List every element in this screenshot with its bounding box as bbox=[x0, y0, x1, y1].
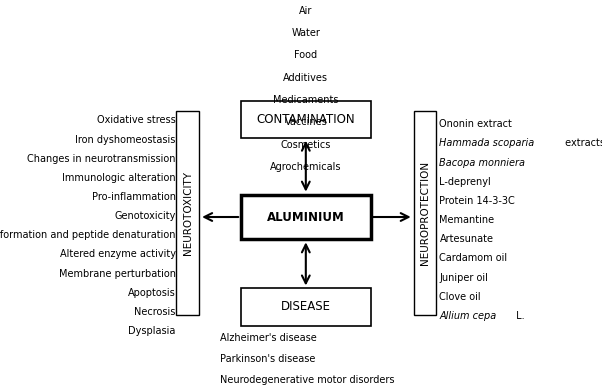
Text: Protein 14-3-3C: Protein 14-3-3C bbox=[439, 196, 515, 206]
Text: Food: Food bbox=[294, 50, 317, 61]
Text: Medicaments: Medicaments bbox=[273, 95, 338, 105]
Text: Necrosis: Necrosis bbox=[134, 307, 176, 317]
Text: Genotoxicity: Genotoxicity bbox=[114, 211, 176, 221]
Text: Immunologic alteration: Immunologic alteration bbox=[62, 173, 176, 183]
Text: Iron dyshomeostasis: Iron dyshomeostasis bbox=[75, 135, 176, 145]
Text: Ononin extract: Ononin extract bbox=[439, 119, 512, 129]
FancyBboxPatch shape bbox=[414, 111, 436, 315]
Text: Altered enzyme activity: Altered enzyme activity bbox=[60, 249, 176, 260]
Text: Artesunate: Artesunate bbox=[439, 234, 494, 244]
Text: L.: L. bbox=[514, 311, 525, 321]
Text: DISEASE: DISEASE bbox=[281, 300, 331, 314]
Text: NEUROPROTECTION: NEUROPROTECTION bbox=[420, 161, 430, 265]
Text: Pro-inflammation: Pro-inflammation bbox=[92, 192, 176, 202]
Text: Air: Air bbox=[299, 6, 312, 16]
Text: Clove oil: Clove oil bbox=[439, 292, 481, 302]
Text: Cardamom oil: Cardamom oil bbox=[439, 253, 507, 264]
Text: Water: Water bbox=[291, 28, 320, 38]
Text: Vaccines: Vaccines bbox=[284, 117, 327, 127]
Text: L-deprenyl: L-deprenyl bbox=[439, 177, 491, 187]
Text: Oxidative stress: Oxidative stress bbox=[97, 115, 176, 126]
FancyBboxPatch shape bbox=[241, 194, 371, 239]
Text: Allium cepa: Allium cepa bbox=[439, 311, 497, 321]
FancyBboxPatch shape bbox=[176, 111, 199, 315]
Text: Agrochemicals: Agrochemicals bbox=[270, 162, 341, 172]
Text: Transformation and peptide denaturation: Transformation and peptide denaturation bbox=[0, 230, 176, 240]
FancyBboxPatch shape bbox=[241, 100, 371, 138]
Text: Membrane perturbation: Membrane perturbation bbox=[59, 269, 176, 279]
Text: Changes in neurotransmission: Changes in neurotransmission bbox=[27, 154, 176, 164]
Text: Apoptosis: Apoptosis bbox=[128, 288, 176, 298]
Text: extracts: extracts bbox=[562, 138, 602, 149]
FancyBboxPatch shape bbox=[241, 289, 371, 325]
Text: NEUROTOXICITY: NEUROTOXICITY bbox=[183, 171, 193, 255]
Text: Juniper oil: Juniper oil bbox=[439, 273, 488, 283]
Text: Neurodegenerative motor disorders: Neurodegenerative motor disorders bbox=[220, 375, 394, 385]
Text: Hammada scoparia: Hammada scoparia bbox=[439, 138, 535, 149]
Text: CONTAMINATION: CONTAMINATION bbox=[256, 113, 355, 126]
Text: Alzheimer's disease: Alzheimer's disease bbox=[220, 333, 317, 343]
Text: Dysplasia: Dysplasia bbox=[128, 326, 176, 336]
Text: Memantine: Memantine bbox=[439, 215, 495, 225]
Text: Cosmetics: Cosmetics bbox=[281, 140, 331, 150]
Text: Additives: Additives bbox=[284, 73, 328, 83]
Text: ALUMINIUM: ALUMINIUM bbox=[267, 210, 345, 224]
Text: Parkinson's disease: Parkinson's disease bbox=[220, 354, 315, 364]
Text: Bacopa monniera: Bacopa monniera bbox=[439, 158, 526, 168]
